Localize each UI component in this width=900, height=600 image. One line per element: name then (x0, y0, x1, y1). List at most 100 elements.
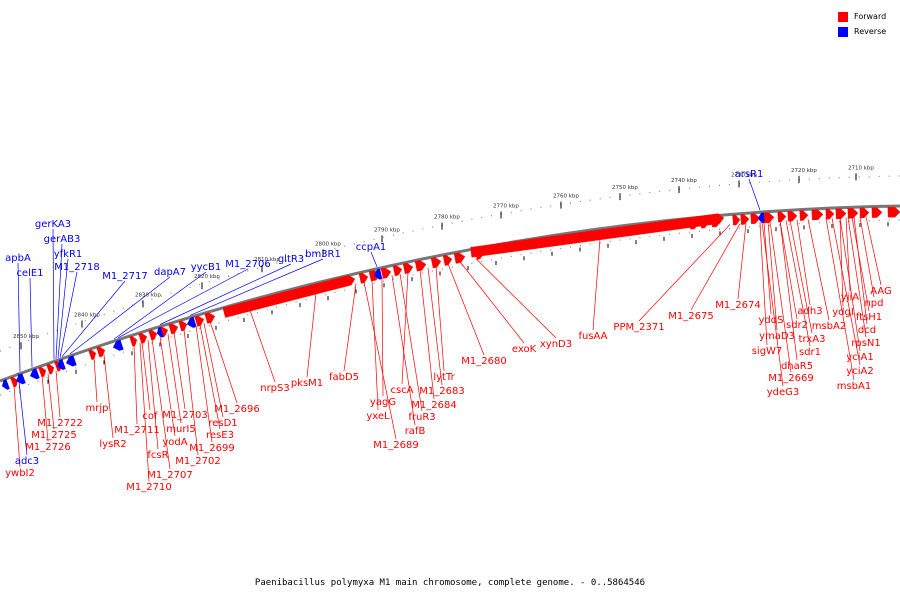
gene-label: M1_2717 (102, 271, 147, 282)
gene-label: npd (864, 298, 883, 309)
chromosome-line (0, 204, 900, 383)
leader-line (859, 216, 875, 298)
gene-label: M1_2674 (715, 300, 760, 311)
gene-label: M1_2696 (214, 404, 259, 415)
leader-line (159, 336, 176, 437)
gene-label: adc3 (15, 456, 39, 467)
reverse-gene-mark (186, 316, 197, 328)
scale-label: 2820 kbp (194, 274, 220, 280)
gene-label: ccpA1 (356, 242, 387, 253)
gene-label: msbA1 (837, 381, 872, 392)
gene-label: M1_2711 (114, 425, 159, 436)
scale-label: 2720 kbp (791, 168, 817, 174)
scale-label: 2760 kbp (553, 194, 579, 200)
forward-gene-mark (392, 265, 403, 277)
leader-line (103, 354, 114, 439)
leader-line (189, 258, 324, 316)
leader-line (343, 283, 357, 372)
scale-label: 2840 kbp (74, 313, 100, 319)
forward-gene-mark (859, 207, 870, 219)
forward-gene-mark (847, 208, 859, 219)
forward-gene-mark (222, 275, 356, 318)
legend-reverse: Reverse (838, 24, 886, 39)
forward-gene-mark (763, 212, 775, 224)
gene-label: M1_2718 (54, 262, 99, 273)
leader-line (592, 238, 601, 331)
leader-line (151, 338, 171, 470)
leader-line (17, 372, 28, 456)
leader-line (41, 375, 49, 442)
gene-label: yxeL (366, 411, 390, 422)
gene-label: resE3 (206, 430, 234, 441)
reverse-gene-mark (156, 326, 164, 338)
gene-label: AAG (870, 286, 892, 297)
gene-label: ydeG3 (767, 387, 800, 398)
gene-label: nrpS3 (260, 383, 290, 394)
leader-line (807, 219, 830, 321)
leader-line (839, 217, 861, 352)
leader-line (29, 277, 33, 368)
leader-line (839, 217, 844, 307)
gene-label: yddS (759, 315, 784, 326)
gene-label: mrjp (86, 403, 109, 414)
gene-label: M1_2675 (668, 311, 713, 322)
leader-line (147, 340, 159, 450)
leader-line (183, 329, 199, 456)
forward-gene-mark (10, 376, 19, 388)
forward-gene-mark (835, 208, 847, 220)
scale-label: 2850 kbp (13, 334, 39, 340)
gene-label: M1_2699 (189, 443, 234, 454)
forward-gene-mark (148, 329, 158, 341)
legend-reverse-label: Reverse (854, 27, 887, 36)
gene-label: M1_2680 (461, 356, 506, 367)
gene-label: M1_2707 (147, 470, 192, 481)
reverse-gene-mark (112, 339, 124, 351)
leader-line (167, 333, 182, 424)
forward-gene-mark (799, 210, 809, 221)
legend-reverse-swatch (838, 26, 848, 37)
gene-label: yjiA (841, 292, 859, 303)
forward-gene-mark (414, 260, 427, 272)
leader-line (13, 385, 21, 468)
gene-label: yagG (370, 397, 396, 408)
forward-gene-mark (777, 211, 787, 223)
leader-line (363, 281, 397, 440)
leader-line (853, 217, 868, 325)
gene-features (1, 206, 900, 390)
forward-gene-mark (430, 257, 442, 269)
leader-line (690, 223, 741, 311)
gene-label: M1_2702 (175, 456, 220, 467)
leader-line (117, 268, 249, 339)
leader-line (17, 262, 21, 372)
leader-line (391, 275, 416, 426)
leader-line (779, 220, 798, 320)
gene-label: adh3 (797, 306, 822, 317)
leader-line (435, 266, 445, 372)
gene-label: cof (142, 411, 158, 422)
forward-gene-mark (402, 262, 414, 274)
gene-label: sdr1 (799, 347, 821, 358)
forward-gene-mark (740, 214, 750, 225)
gene-label: fruR3 (408, 412, 435, 423)
forward-gene-mark (732, 214, 741, 226)
forward-gene-mark (811, 209, 824, 221)
gene-label: celE1 (16, 268, 43, 279)
gene-label: xynD3 (540, 339, 572, 350)
leader-line (831, 217, 861, 366)
scale-labels: 2710 kbp 2720 kbp 2730 kbp 2740 kbp 2750 kbp… (13, 165, 874, 350)
gene-label: trxA3 (799, 334, 826, 345)
leader-line (767, 221, 778, 331)
gene-label: gerKA3 (35, 219, 71, 230)
forward-gene-mark (787, 210, 798, 222)
gene-label: dapA7 (154, 267, 186, 278)
scale-label: 2780 kbp (434, 215, 460, 221)
forward-gene-mark (46, 363, 55, 375)
leader-line (769, 221, 792, 373)
scale-label: 2830 kbp (135, 292, 161, 298)
gene-label: rpsN1 (851, 338, 881, 349)
leader-line (748, 178, 761, 211)
gene-label: M1_2669 (768, 373, 813, 384)
leader-line (93, 357, 98, 403)
forward-gene-mark (194, 315, 205, 327)
forward-gene-mark (168, 323, 179, 335)
